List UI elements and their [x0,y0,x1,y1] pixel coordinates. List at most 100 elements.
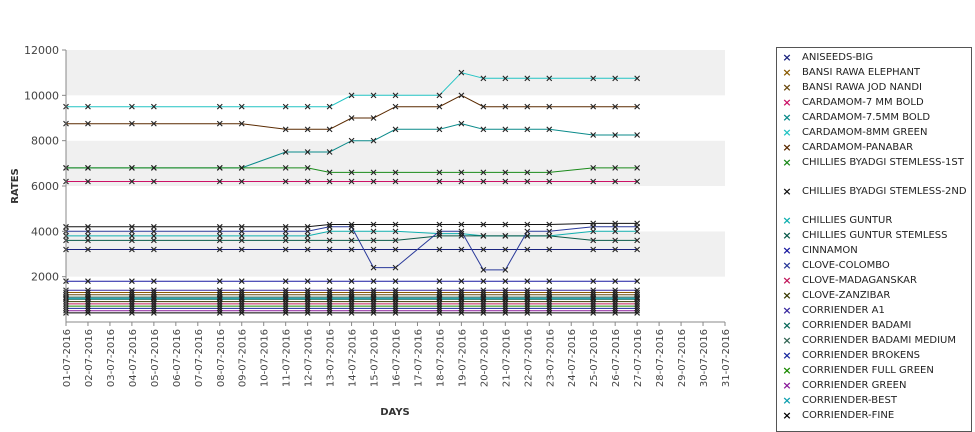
data-point [634,164,641,171]
data-point [282,296,289,303]
data-point [524,295,531,302]
data-point [546,228,553,235]
data-point [524,169,531,176]
data-point [612,75,619,82]
data-point [216,289,223,296]
data-point [634,103,641,110]
x-tick-label: 21-07-2016 [501,329,512,387]
data-point [150,278,157,285]
data-point [392,264,399,271]
data-point [304,149,311,155]
data-point [590,294,597,300]
data-point [216,246,223,253]
data-point [370,278,377,285]
data-point [524,278,531,285]
x-axis-label: DAYS [380,407,410,418]
data-point [458,221,465,228]
data-point [480,178,487,185]
data-point [612,300,619,307]
data-point [129,303,135,310]
legend-label: CLOVE-COLOMBO [802,260,890,271]
data-point [612,164,619,171]
data-point [304,307,311,314]
data-point [546,221,553,228]
data-point [304,223,311,230]
data-point [436,232,443,239]
data-point [85,300,91,307]
data-point [238,178,245,185]
data-point [392,126,399,133]
data-point [436,300,443,307]
grid-band [66,50,725,96]
data-point [392,228,399,235]
data-point [282,126,289,133]
data-point [216,295,223,302]
data-point [282,103,289,110]
data-point [304,178,311,185]
data-point [238,300,245,307]
legend-marker-icon: × [782,81,792,94]
plot-background [66,50,725,322]
data-point [326,103,333,110]
data-point [326,149,333,155]
data-point [216,278,223,285]
data-point [348,278,355,285]
data-point [282,310,289,316]
data-point [304,305,311,312]
legend-marker-icon: × [782,394,792,407]
data-point [436,294,443,300]
x-tick-label: 31-07-2016 [721,329,732,387]
data-point [238,164,245,171]
data-point [370,237,377,244]
data-point [304,237,311,244]
legend-label: CORRIENDER-FINE [802,410,895,421]
data-point [282,287,289,294]
data-point [216,223,223,230]
data-point [326,223,333,230]
data-point [129,178,135,185]
x-tick-label: 10-07-2016 [260,329,271,387]
x-tick-label: 28-07-2016 [655,329,666,387]
data-point [502,246,509,253]
data-point [612,305,619,312]
data-point [436,310,443,316]
data-point [502,266,509,273]
data-point [85,278,91,285]
data-point [129,103,135,110]
data-point [524,294,531,300]
data-point [326,278,333,285]
x-tick-label: 19-07-2016 [457,329,468,387]
data-point [590,303,597,310]
data-point [480,278,487,285]
data-point [436,278,443,285]
data-point [458,228,465,235]
data-point [634,307,641,314]
data-point [392,310,399,316]
x-tick-label: 14-07-2016 [348,329,359,387]
data-point [436,307,443,314]
legend-label: CORRIENDER A1 [802,305,885,316]
data-point [612,310,619,316]
data-point [458,92,465,99]
data-point [238,296,245,303]
data-point [458,232,465,239]
legend-marker-icon: × [782,66,792,79]
data-point [458,287,465,294]
legend-marker-icon: × [782,304,792,317]
data-point [524,305,531,312]
data-point [546,246,553,253]
data-point [370,115,377,121]
legend-label: BANSI RAWA JOD NANDI [802,82,923,93]
data-point [392,246,399,253]
data-point [480,305,487,312]
data-point [502,296,509,303]
data-point [216,164,223,171]
data-point [590,178,597,185]
legend-marker-icon: × [782,334,792,347]
data-point [436,305,443,312]
x-tick-label: 22-07-2016 [523,329,534,387]
data-point [612,278,619,285]
legend-marker-icon: × [782,274,792,287]
data-point [370,294,377,300]
